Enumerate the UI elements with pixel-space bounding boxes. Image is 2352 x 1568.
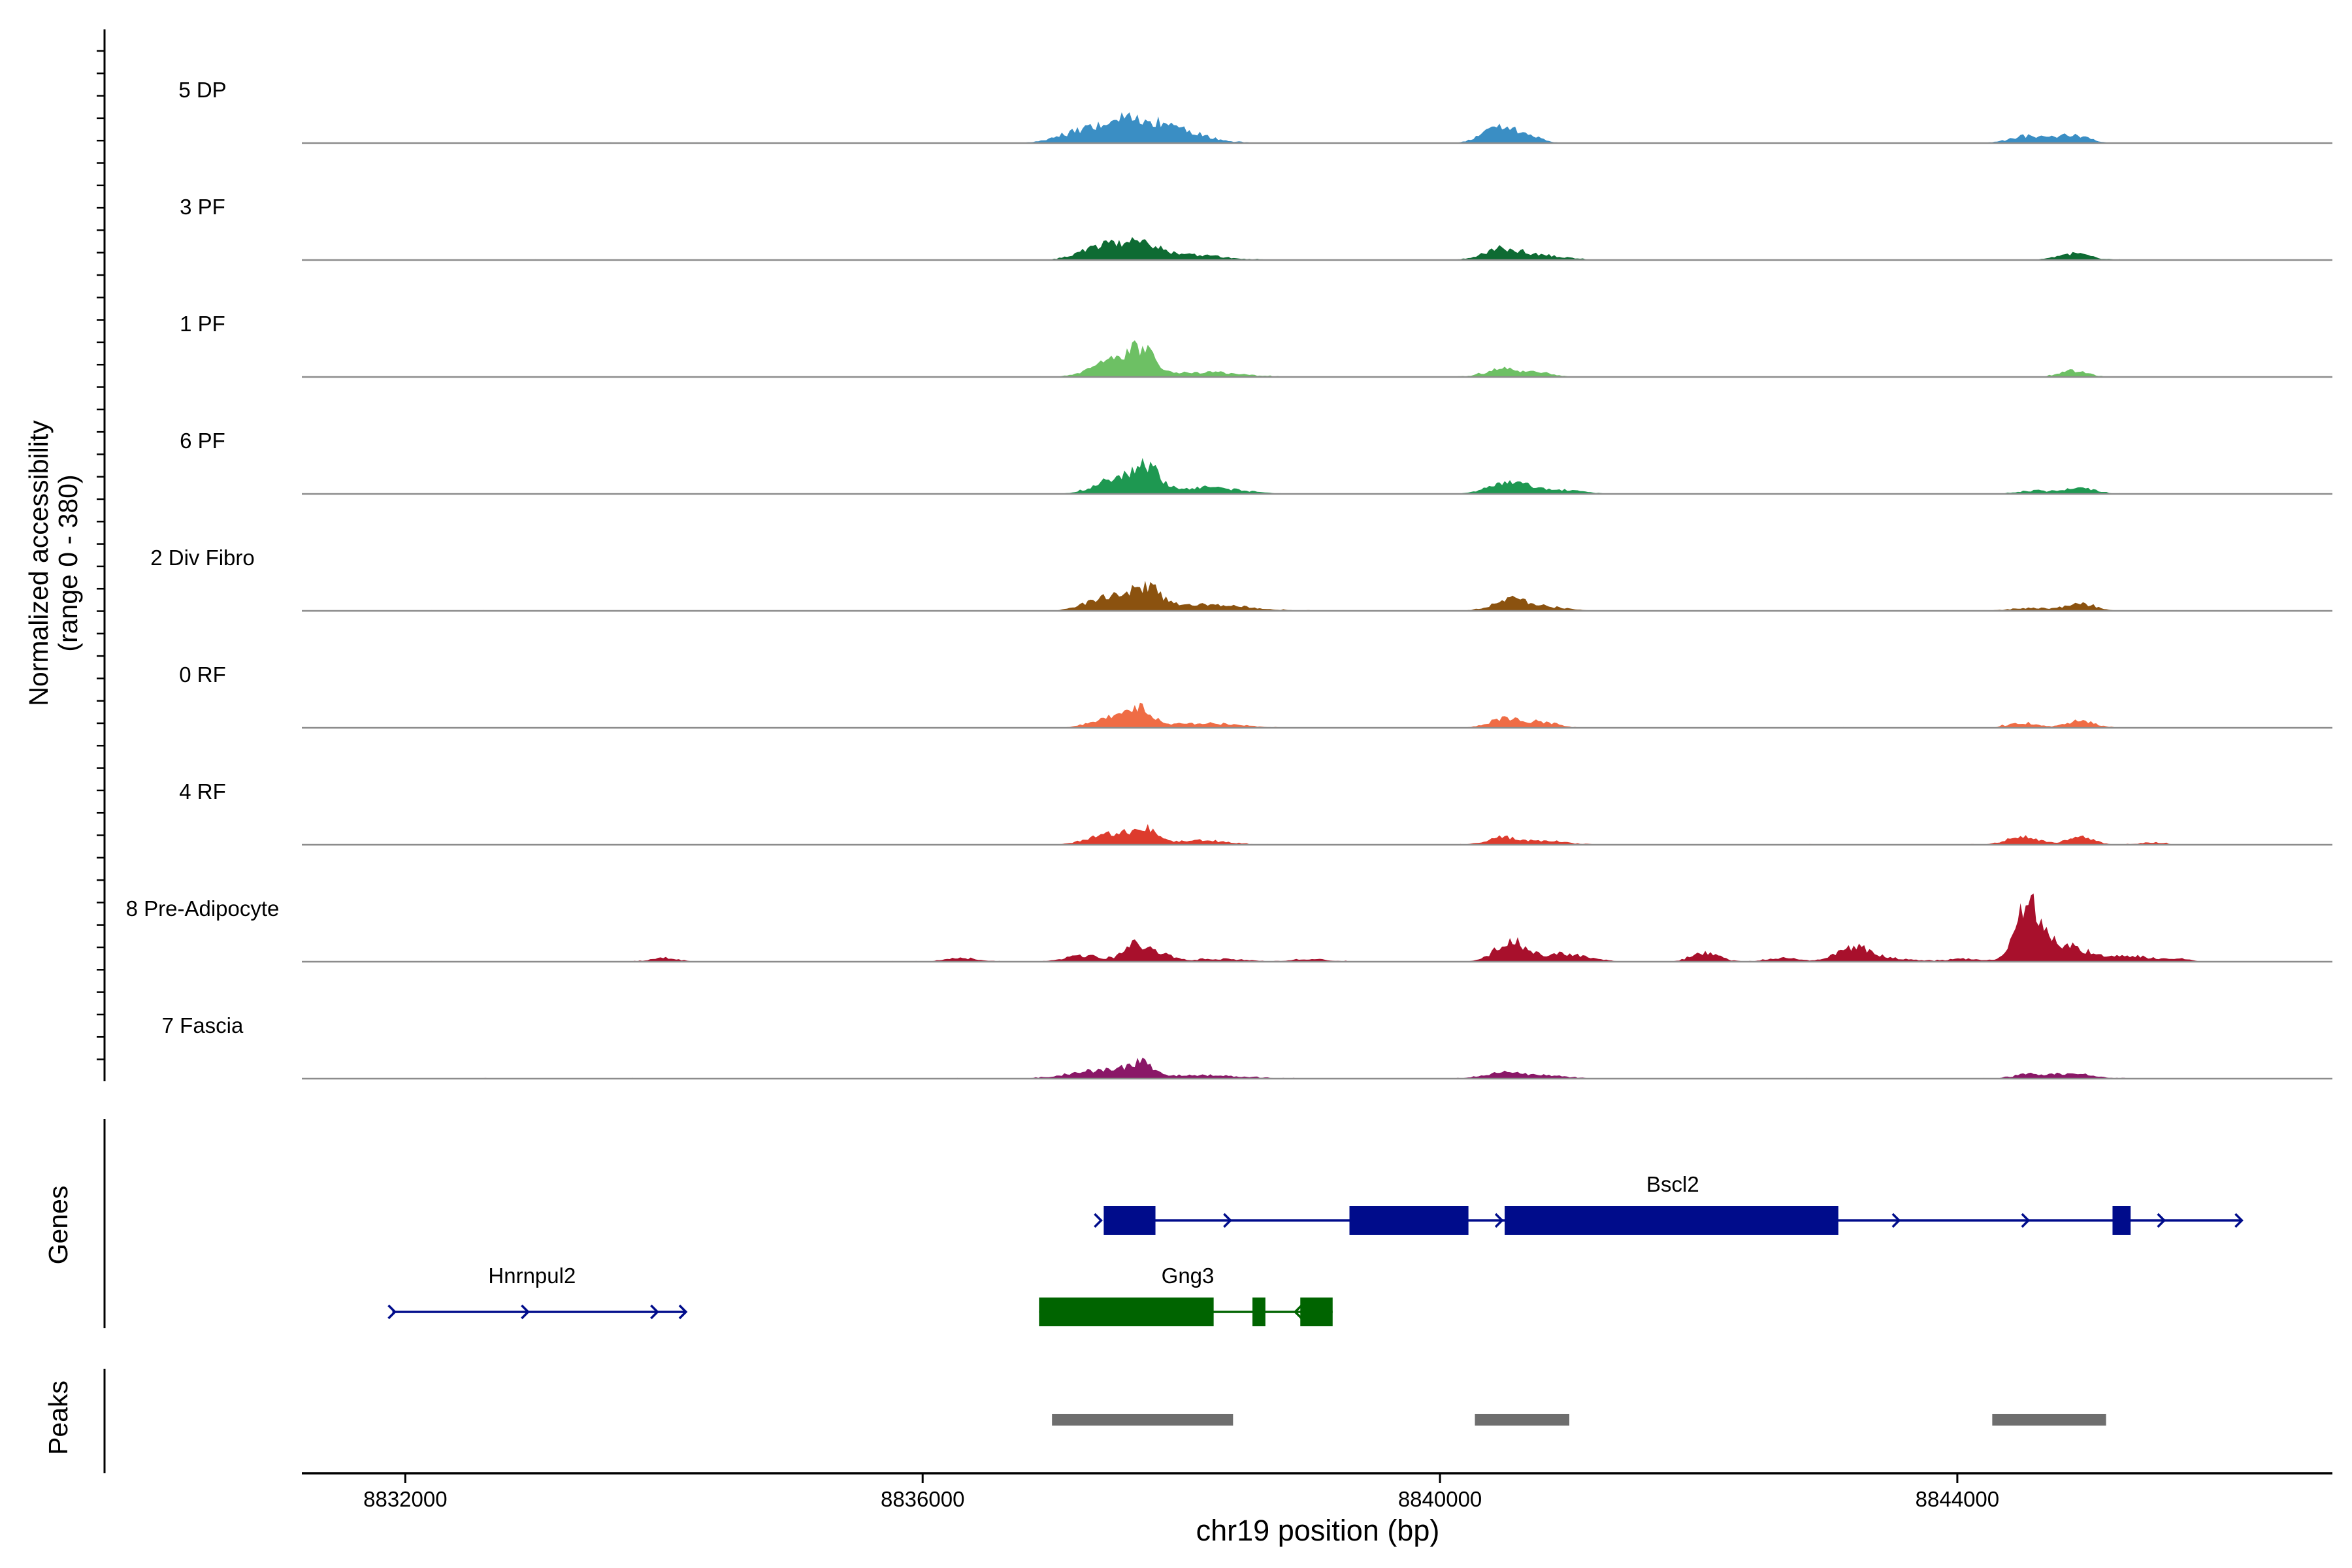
gene-label: Gng3 <box>1162 1264 1215 1288</box>
strand-arrow <box>678 1304 688 1320</box>
track-label: 6 PF <box>180 429 225 453</box>
gene-exon <box>1039 1298 1214 1326</box>
coverage-area-8 <box>405 893 2229 962</box>
x-tick-label: 8832000 <box>363 1487 447 1511</box>
track-label: 7 Fascia <box>162 1013 244 1037</box>
strand-arrow <box>2021 1213 2031 1228</box>
genes-axis-label: Genes <box>43 1186 73 1265</box>
track-label: 4 RF <box>179 779 226 804</box>
coverage-area-7 <box>405 824 2229 845</box>
peak-region <box>1052 1414 1233 1426</box>
peaks-axis-label: Peaks <box>43 1380 73 1455</box>
strand-arrow <box>1293 1304 1303 1320</box>
coverage-area-1 <box>405 112 2229 143</box>
peak-region <box>1475 1414 1570 1426</box>
x-tick-label: 8844000 <box>1916 1487 1999 1511</box>
coverage-area-6 <box>405 702 2229 728</box>
x-tick-label: 8840000 <box>1398 1487 1482 1511</box>
strand-arrow <box>2234 1213 2244 1228</box>
gene-exon <box>1349 1206 1469 1235</box>
gene-exon <box>1103 1206 1156 1235</box>
track-label: 3 PF <box>180 195 225 219</box>
strand-arrow <box>2157 1213 2166 1228</box>
gene-exon <box>1505 1206 1838 1235</box>
strand-arrow <box>650 1304 659 1320</box>
strand-arrow <box>1891 1213 1901 1228</box>
y-axis-label-line2: (range 0 - 380) <box>53 474 83 651</box>
peak-region <box>1992 1414 2106 1426</box>
x-axis-label: chr19 position (bp) <box>1196 1514 1440 1547</box>
x-tick-label: 8836000 <box>881 1487 964 1511</box>
gene-exon <box>1300 1298 1333 1326</box>
strand-arrow <box>1094 1213 1103 1228</box>
strand-arrow <box>1494 1213 1504 1228</box>
gene-label: Bscl2 <box>1646 1172 1699 1196</box>
y-axis-label-line1: Normalized accessibility <box>24 420 54 706</box>
coverage-area-4 <box>405 457 2229 494</box>
coverage-area-3 <box>405 340 2229 377</box>
strand-arrow <box>387 1304 397 1320</box>
track-label: 8 Pre-Adipocyte <box>126 896 280 921</box>
track-label: 5 DP <box>178 78 226 102</box>
coverage-area-9 <box>405 1057 2229 1079</box>
gene-exon <box>1252 1298 1266 1326</box>
gene-exon <box>2112 1206 2131 1235</box>
track-label: 1 PF <box>180 312 225 336</box>
track-label: 2 Div Fibro <box>150 546 255 570</box>
strand-arrow <box>1223 1213 1232 1228</box>
strand-arrow <box>521 1304 530 1320</box>
coverage-area-2 <box>405 237 2229 260</box>
coverage-area-5 <box>405 580 2229 611</box>
track-label: 0 RF <box>179 662 226 687</box>
gene-label: Hnrnpul2 <box>488 1264 576 1288</box>
